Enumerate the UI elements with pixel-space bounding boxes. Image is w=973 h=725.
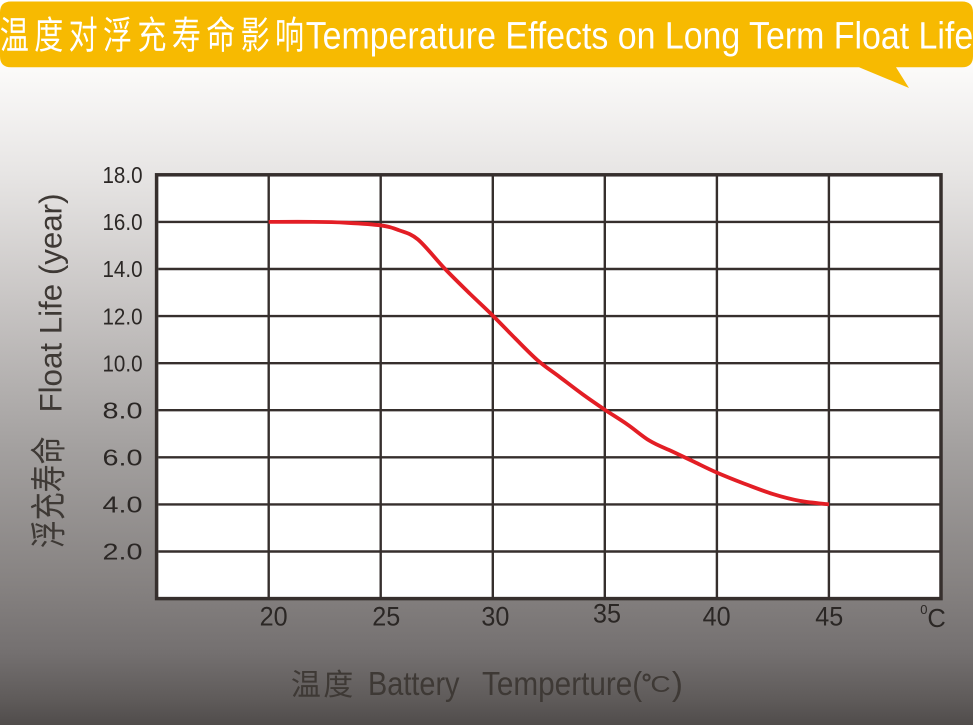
svg-text:Battery: Battery bbox=[368, 665, 460, 702]
svg-text:12.0: 12.0 bbox=[103, 303, 143, 329]
svg-text:Temperature Effects on Long Te: Temperature Effects on Long Term Float L… bbox=[306, 15, 973, 57]
svg-text:18.0: 18.0 bbox=[103, 162, 143, 188]
svg-text:): ) bbox=[672, 665, 683, 702]
svg-text:35: 35 bbox=[593, 599, 621, 629]
svg-text:45: 45 bbox=[815, 601, 843, 631]
svg-text:C: C bbox=[650, 671, 670, 697]
svg-text:30: 30 bbox=[481, 601, 509, 631]
svg-text:25: 25 bbox=[372, 602, 400, 632]
svg-text:C: C bbox=[927, 605, 945, 633]
svg-text:20: 20 bbox=[260, 602, 288, 632]
svg-text:2.0: 2.0 bbox=[103, 539, 143, 565]
svg-text:Float Life (year): Float Life (year) bbox=[32, 193, 68, 412]
svg-text:40: 40 bbox=[703, 602, 731, 632]
svg-text:4.0: 4.0 bbox=[103, 492, 143, 518]
svg-text:0: 0 bbox=[920, 602, 927, 617]
svg-text:6.0: 6.0 bbox=[103, 445, 143, 471]
svg-text:16.0: 16.0 bbox=[103, 209, 143, 235]
svg-text:8.0: 8.0 bbox=[103, 397, 143, 423]
svg-text:10.0: 10.0 bbox=[103, 350, 143, 376]
svg-text:14.0: 14.0 bbox=[103, 256, 143, 282]
svg-text:Temperture(: Temperture( bbox=[482, 665, 642, 702]
